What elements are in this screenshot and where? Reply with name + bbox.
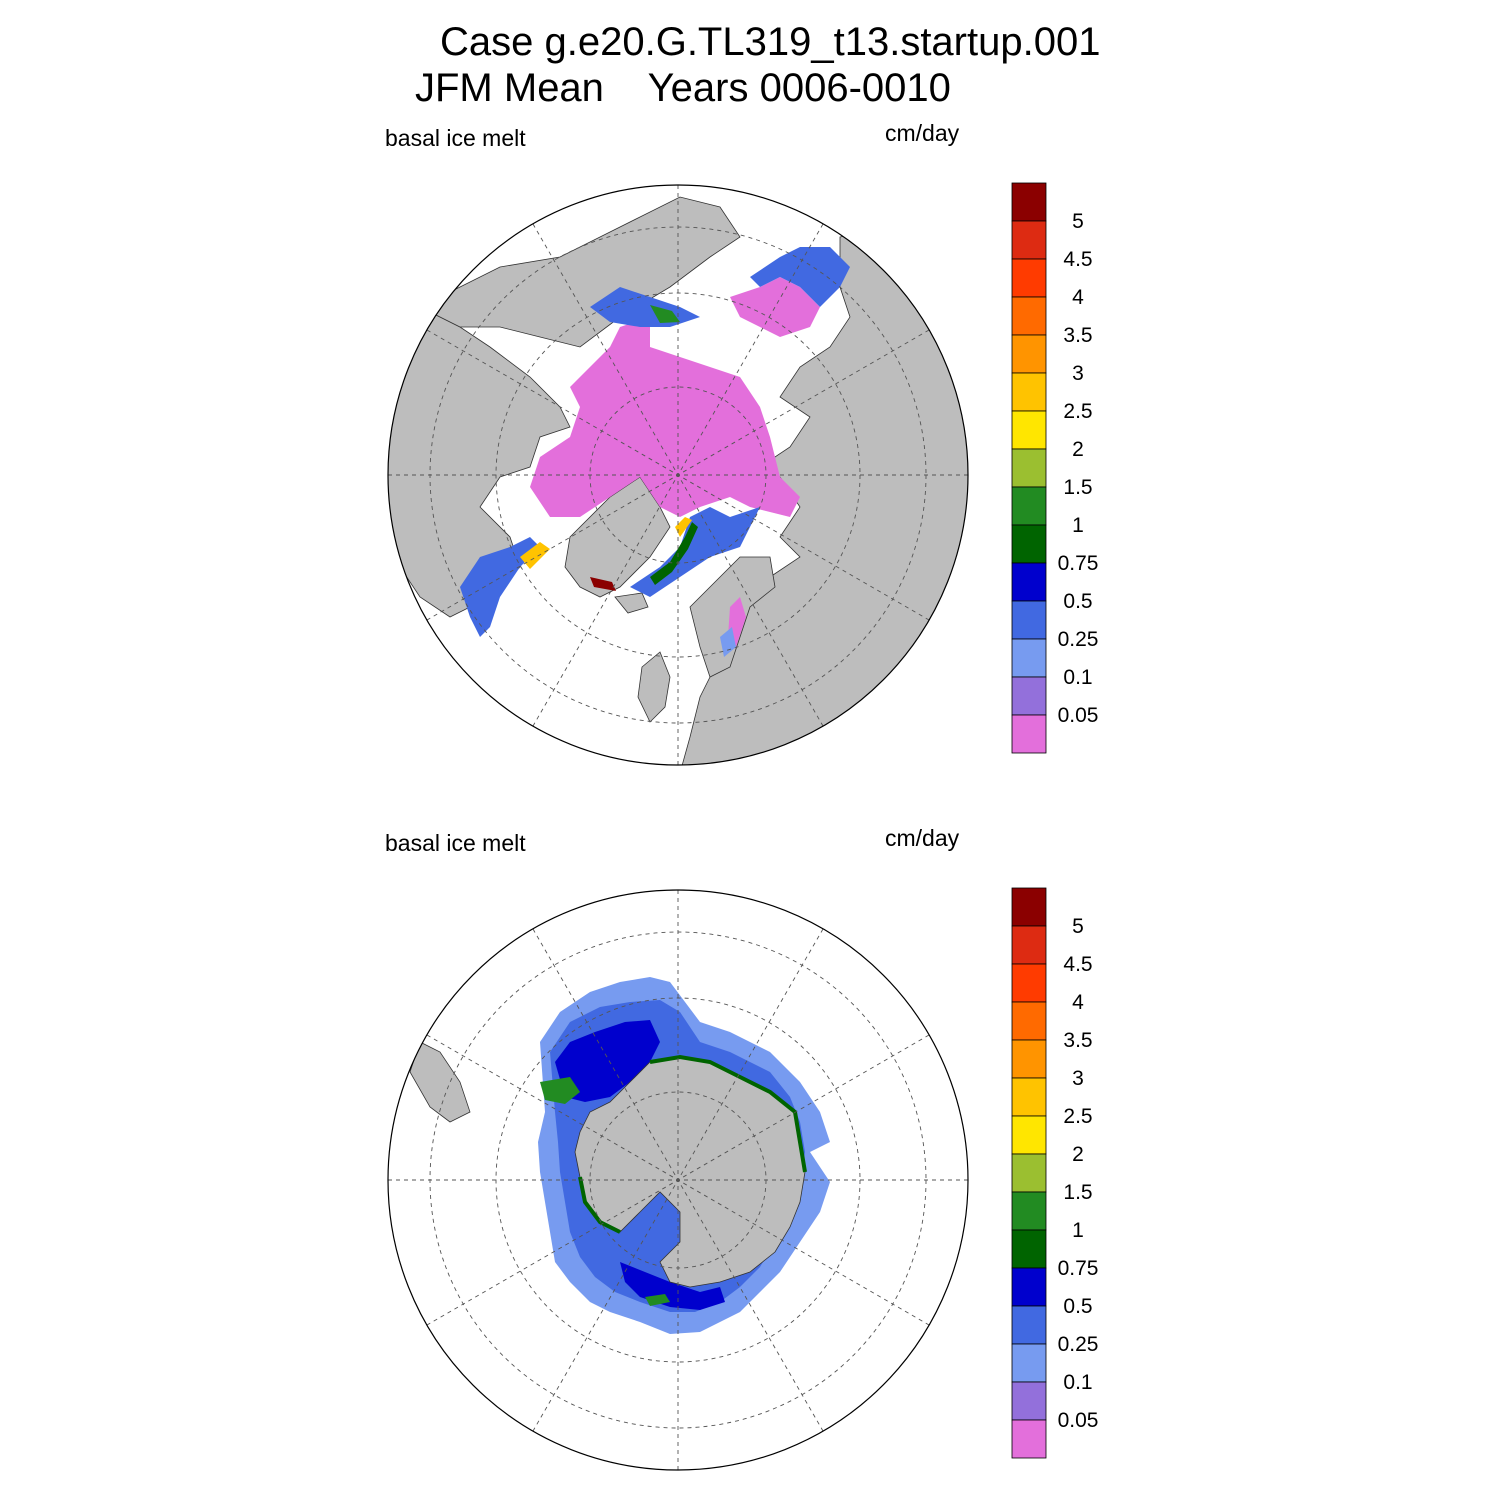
north-land-iceland: [614, 592, 649, 614]
north-colorbar-box: [1011, 600, 1047, 640]
north-ice-labrador-edge: [460, 537, 540, 637]
south-colorbar-tick-label: 4: [1072, 991, 1084, 1014]
north-colorbar-box: [1011, 486, 1047, 526]
south-ice-weddell-green: [540, 1077, 580, 1104]
south-colorbar-box: [1011, 963, 1047, 1003]
north-colorbar-box: [1011, 448, 1047, 488]
north-colorbar-tick-label: 0.05: [1058, 704, 1099, 727]
south-colorbar-tick-label: 3.5: [1063, 1029, 1092, 1052]
south-ice-weddell-core: [555, 1020, 660, 1102]
south-colorbar-box: [1011, 1305, 1047, 1345]
north-colorbar-tick-label: 3.5: [1063, 324, 1092, 347]
north-colorbar-box: [1011, 220, 1047, 260]
north-colorbar-tick-label: 3: [1072, 362, 1084, 385]
north-map-border: [387, 184, 969, 766]
south-colorbar-tick-label: 2: [1072, 1143, 1084, 1166]
north-colorbar-box: [1011, 182, 1047, 222]
north-colorbar-box: [1011, 410, 1047, 450]
north-colorbar-box: [1011, 638, 1047, 678]
south-ice-coastal-edge-west: [578, 1176, 621, 1234]
north-colorbar: 5 4.5 4 3.5 3 2.5 2 1.5 1 0.75 0.5 0.25 0.1 0.05: [1011, 182, 1099, 754]
north-colorbar-box: [1011, 524, 1047, 564]
south-colorbar-tick-label: 0.25: [1058, 1333, 1099, 1356]
north-land-eurasia: [388, 296, 571, 618]
south-map-border: [387, 889, 969, 1471]
north-colorbar-tick-label: 4: [1072, 286, 1084, 309]
north-variable-label: basal ice melt: [385, 125, 526, 151]
north-colorbar-tick-label: 1: [1072, 514, 1084, 537]
north-units-label: cm/day: [885, 120, 960, 146]
south-colorbar-tick-label: 0.75: [1058, 1257, 1099, 1280]
years-label: Years 0006-0010: [647, 66, 951, 110]
south-colorbar-labels: 5 4.5 4 3.5 3 2.5 2 1.5 1 0.75 0.5 0.25 0.1 0.05: [1058, 915, 1099, 1432]
north-colorbar-tick-label: 4.5: [1063, 248, 1092, 271]
south-colorbar-box: [1011, 1039, 1047, 1079]
south-colorbar-tick-label: 4.5: [1063, 953, 1092, 976]
north-colorbar-box: [1011, 714, 1047, 754]
south-colorbar-box: [1011, 925, 1047, 965]
south-colorbar-box: [1011, 1077, 1047, 1117]
south-colorbar-box: [1011, 1153, 1047, 1193]
south-colorbar-tick-label: 0.1: [1063, 1371, 1092, 1394]
north-ice-baltic-edge: [720, 627, 736, 657]
south-ice-ross-green: [645, 1294, 670, 1306]
south-ice-coastal-edge: [649, 1054, 807, 1173]
north-colorbar-box: [1011, 296, 1047, 336]
north-colorbar-tick-label: 5: [1072, 210, 1084, 233]
north-colorbar-tick-label: 0.5: [1063, 590, 1092, 613]
north-colorbar-tick-label: 0.1: [1063, 666, 1092, 689]
south-colorbar-tick-label: 0.05: [1058, 1409, 1099, 1432]
north-ice-bering: [730, 277, 820, 337]
south-colorbar-box: [1011, 887, 1047, 927]
north-colorbar-box: [1011, 676, 1047, 716]
south-colorbar-box: [1011, 1115, 1047, 1155]
south-colorbar-box: [1011, 1191, 1047, 1231]
south-colorbar-tick-label: 1: [1072, 1219, 1084, 1242]
south-land-south-america: [409, 1041, 471, 1123]
south-colorbar-box: [1011, 1267, 1047, 1307]
north-colorbar-tick-label: 2: [1072, 438, 1084, 461]
south-colorbar-box: [1011, 1229, 1047, 1269]
south-colorbar-tick-label: 1.5: [1063, 1181, 1092, 1204]
plot-title-period: JFM Mean Years 0006-0010: [415, 68, 951, 108]
south-colorbar-box: [1011, 1001, 1047, 1041]
south-variable-label: basal ice melt: [385, 830, 526, 856]
north-ice-labrador-hot: [520, 542, 550, 569]
plot-title-case: Case g.e20.G.TL319_t13.startup.001: [440, 20, 1101, 64]
north-land-uk: [637, 651, 671, 723]
north-colorbar-tick-label: 0.75: [1058, 552, 1099, 575]
season-label: JFM Mean: [415, 66, 604, 110]
north-ice-hot-streak: [675, 517, 692, 537]
north-colorbar-tick-label: 0.25: [1058, 628, 1099, 651]
north-colorbar-box: [1011, 334, 1047, 374]
north-ice-bering-edge: [750, 247, 850, 307]
north-colorbar-tick-label: 1.5: [1063, 476, 1092, 499]
north-ice-okhotsk-green: [650, 305, 680, 323]
south-graticule: [388, 890, 968, 1470]
north-graticule: [388, 185, 968, 765]
north-colorbar-labels: 5 4.5 4 3.5 3 2.5 2 1.5 1 0.75 0.5 0.25 0.1 0.05: [1058, 210, 1099, 727]
north-polar-map: [387, 184, 969, 766]
south-colorbar: 5 4.5 4 3.5 3 2.5 2 1.5 1 0.75 0.5 0.25 0.1 0.05: [1011, 887, 1099, 1459]
north-ice-central-arctic: [530, 317, 800, 517]
north-colorbar-box: [1011, 258, 1047, 298]
south-colorbar-box: [1011, 1343, 1047, 1383]
north-colorbar-boxes: [1011, 182, 1047, 754]
north-ice-greenland-sea-green: [650, 522, 698, 585]
south-polar-map: [387, 889, 969, 1471]
south-colorbar-tick-label: 2.5: [1063, 1105, 1092, 1128]
south-colorbar-tick-label: 0.5: [1063, 1295, 1092, 1318]
south-colorbar-boxes: [1011, 887, 1047, 1459]
south-colorbar-tick-label: 5: [1072, 915, 1084, 938]
north-colorbar-box: [1011, 372, 1047, 412]
south-colorbar-box: [1011, 1419, 1047, 1459]
north-ice-red-patch: [590, 577, 616, 591]
south-colorbar-tick-label: 3: [1072, 1067, 1084, 1090]
south-units-label: cm/day: [885, 825, 960, 851]
south-colorbar-box: [1011, 1381, 1047, 1421]
north-colorbar-tick-label: 2.5: [1063, 400, 1092, 423]
north-colorbar-box: [1011, 562, 1047, 602]
